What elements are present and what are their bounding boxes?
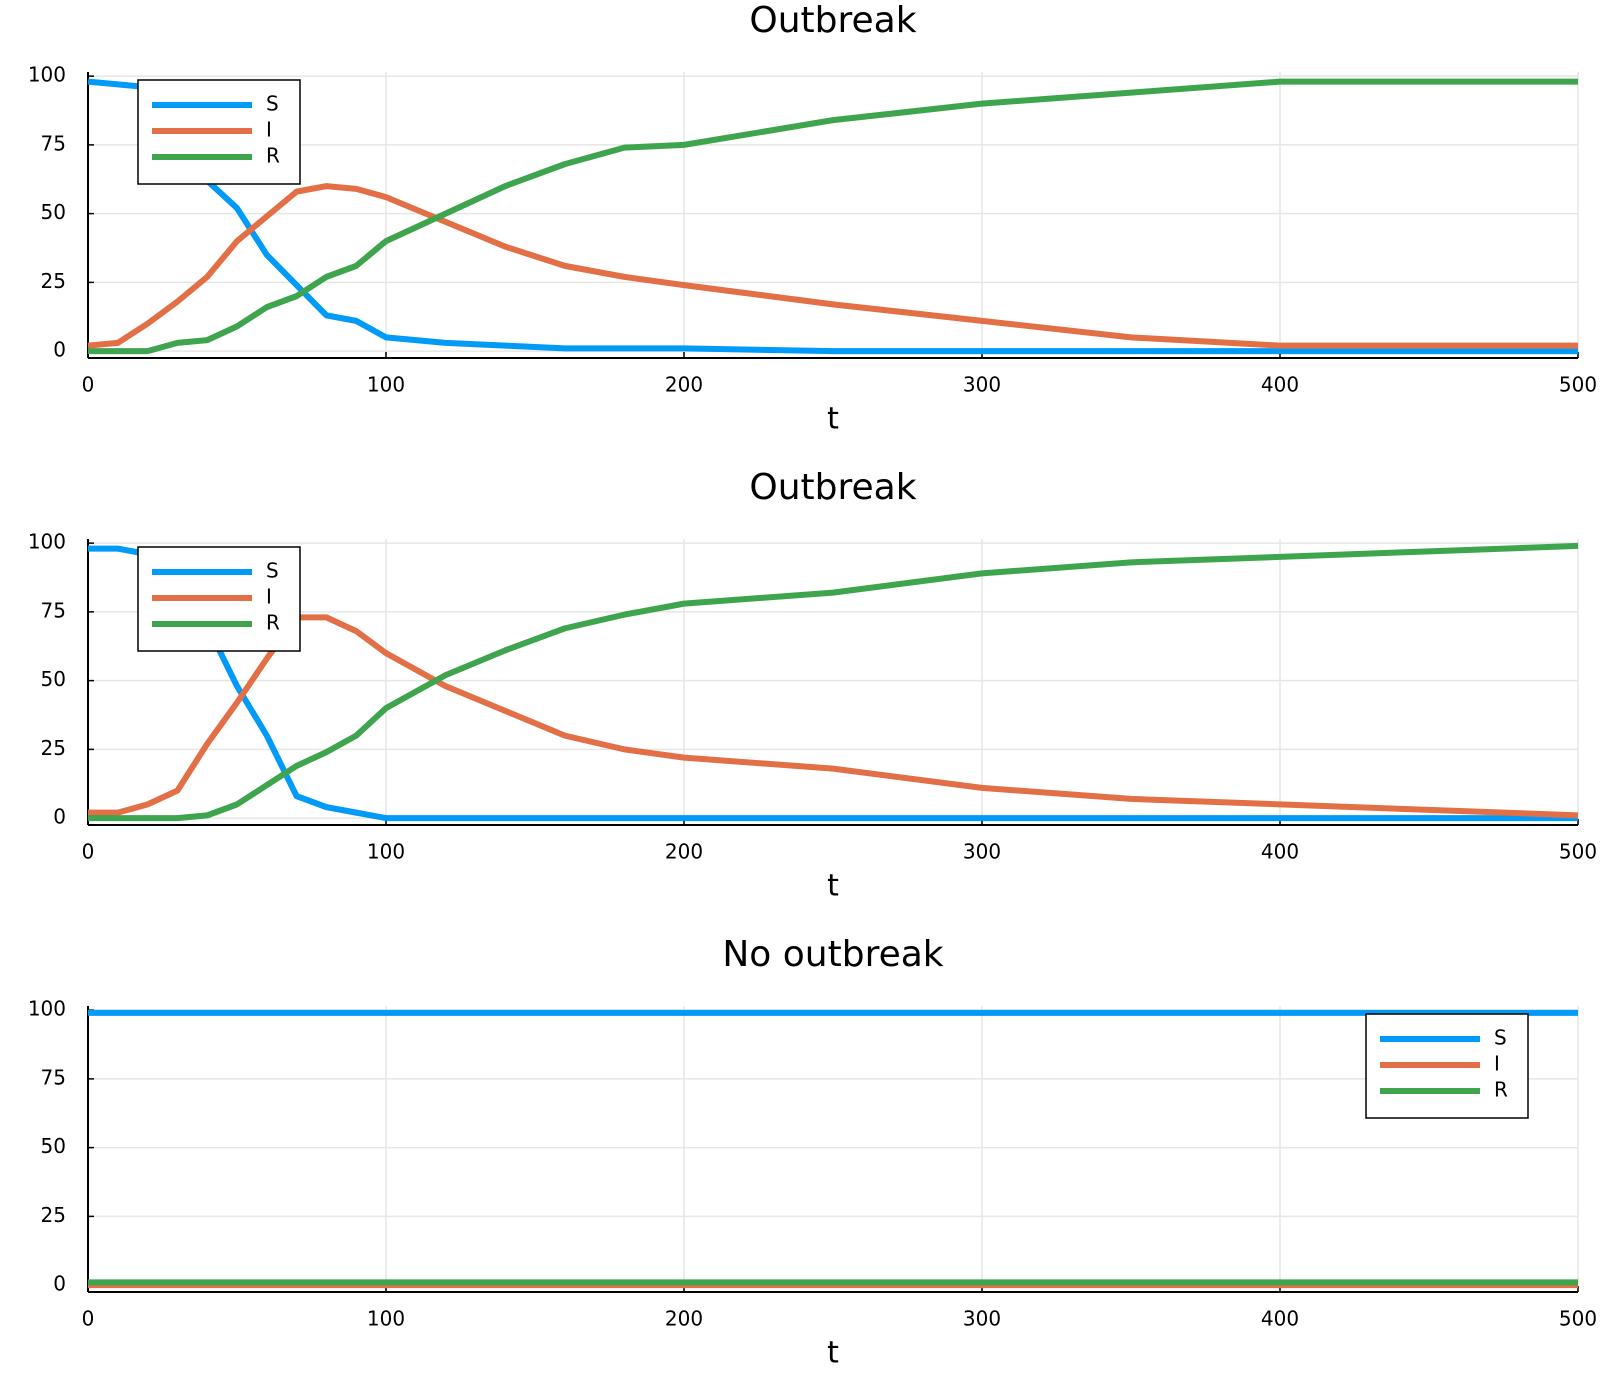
x-tick-label: 300: [963, 840, 1001, 864]
chart-title: No outbreak: [722, 934, 943, 975]
x-tick-label: 500: [1559, 1307, 1597, 1331]
legend-label: R: [1494, 1078, 1508, 1102]
y-tick-label: 25: [41, 269, 66, 293]
x-tick-label: 100: [367, 840, 405, 864]
y-tick-label: 75: [41, 1065, 66, 1089]
legend-label: I: [266, 585, 272, 609]
y-tick-label: 25: [41, 1203, 66, 1227]
y-tick-label: 50: [41, 667, 66, 691]
y-tick-label: 100: [28, 997, 66, 1021]
line-series: [88, 545, 1578, 822]
chart-title: Outbreak: [749, 0, 916, 41]
y-tick-label: 0: [53, 805, 66, 829]
legend-label: R: [266, 144, 280, 168]
x-tick-label: 500: [1559, 373, 1597, 397]
legend-label: S: [1494, 1026, 1507, 1050]
x-tick-label: 100: [367, 373, 405, 397]
line-series: [88, 614, 1579, 819]
x-tick-label: 300: [963, 373, 1001, 397]
legend-label: S: [266, 559, 279, 583]
x-axis-label: t: [827, 869, 839, 904]
y-tick-label: 50: [41, 1134, 66, 1158]
y-tick-label: 100: [28, 530, 66, 554]
x-tick-label: 400: [1261, 840, 1299, 864]
y-tick-label: 50: [41, 200, 66, 224]
legend-label: I: [1494, 1052, 1500, 1076]
y-tick-label: 0: [53, 1272, 66, 1296]
x-tick-label: 200: [665, 1307, 703, 1331]
x-tick-label: 0: [82, 840, 95, 864]
x-tick-label: 300: [963, 1307, 1001, 1331]
y-tick-label: 25: [41, 736, 66, 760]
x-tick-label: 100: [367, 1307, 405, 1331]
legend-label: R: [266, 611, 280, 635]
x-tick-label: 400: [1261, 373, 1299, 397]
y-tick-label: 75: [41, 598, 66, 622]
x-tick-label: 200: [665, 373, 703, 397]
line-series: [87, 183, 1578, 349]
x-axis-label: t: [827, 402, 839, 437]
y-tick-label: 100: [28, 63, 66, 87]
x-tick-label: 200: [665, 840, 703, 864]
legend-label: S: [266, 92, 279, 116]
legend-label: I: [266, 118, 272, 142]
x-tick-label: 500: [1559, 840, 1597, 864]
y-tick-label: 0: [53, 338, 66, 362]
line-series: [88, 542, 1579, 822]
chart-title: Outbreak: [749, 467, 916, 508]
x-tick-label: 0: [82, 1307, 95, 1331]
x-tick-label: 0: [82, 373, 95, 397]
x-axis-label: t: [827, 1336, 839, 1371]
line-series: [88, 78, 1578, 355]
y-tick-label: 75: [41, 131, 66, 155]
x-tick-label: 400: [1261, 1307, 1299, 1331]
